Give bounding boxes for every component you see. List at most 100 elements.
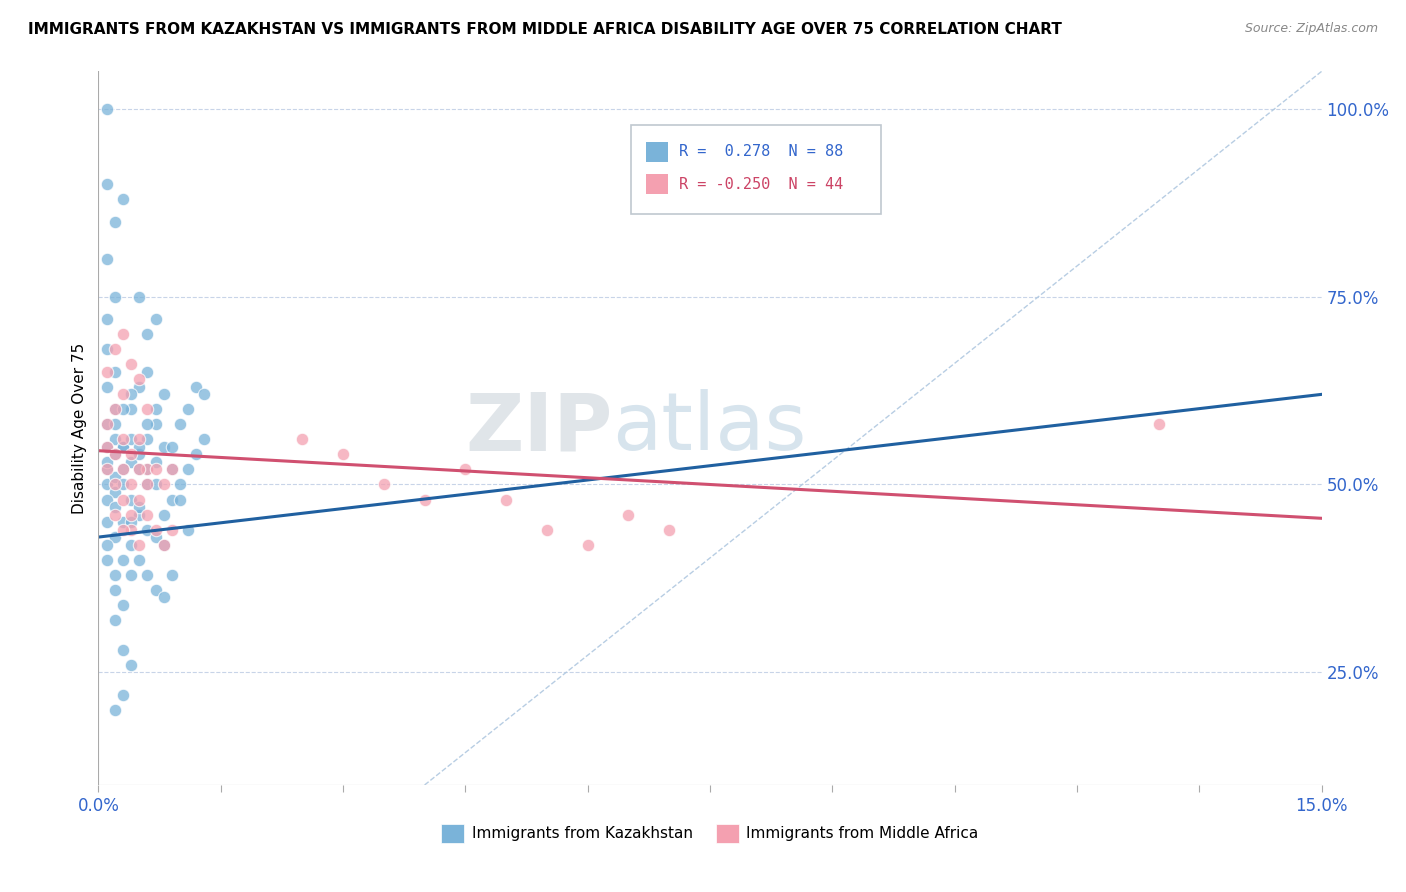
Point bbox=[169, 477, 191, 491]
FancyBboxPatch shape bbox=[647, 174, 668, 194]
Point bbox=[104, 447, 127, 461]
FancyBboxPatch shape bbox=[647, 142, 668, 162]
Point bbox=[120, 508, 142, 522]
Point bbox=[128, 380, 150, 394]
Point bbox=[96, 177, 118, 191]
Point bbox=[145, 455, 167, 469]
Point bbox=[145, 582, 167, 597]
Point bbox=[104, 290, 127, 304]
Point bbox=[454, 462, 477, 476]
FancyBboxPatch shape bbox=[630, 125, 882, 214]
Point bbox=[413, 492, 436, 507]
Point bbox=[145, 417, 167, 432]
Point bbox=[128, 552, 150, 566]
Point bbox=[104, 703, 127, 717]
Point bbox=[152, 538, 174, 552]
Point bbox=[104, 508, 127, 522]
Point bbox=[128, 538, 150, 552]
Point bbox=[332, 447, 354, 461]
Point bbox=[576, 538, 599, 552]
Point bbox=[136, 508, 159, 522]
Point bbox=[104, 214, 127, 228]
Point bbox=[104, 402, 127, 417]
Point bbox=[193, 433, 215, 447]
Point bbox=[128, 462, 150, 476]
Point bbox=[96, 343, 118, 357]
Point bbox=[104, 447, 127, 461]
Point bbox=[186, 447, 208, 461]
Point bbox=[120, 538, 142, 552]
Point bbox=[104, 470, 127, 484]
Point bbox=[111, 552, 134, 566]
Point bbox=[120, 357, 142, 371]
Point bbox=[160, 462, 183, 476]
Point bbox=[96, 440, 118, 454]
Point bbox=[160, 523, 183, 537]
Point bbox=[145, 523, 167, 537]
Point bbox=[120, 455, 142, 469]
Point bbox=[104, 613, 127, 627]
Point bbox=[128, 433, 150, 447]
Point bbox=[120, 477, 142, 491]
Point bbox=[96, 492, 118, 507]
Point bbox=[96, 477, 118, 491]
Point bbox=[111, 477, 134, 491]
Text: IMMIGRANTS FROM KAZAKHSTAN VS IMMIGRANTS FROM MIDDLE AFRICA DISABILITY AGE OVER : IMMIGRANTS FROM KAZAKHSTAN VS IMMIGRANTS… bbox=[28, 22, 1062, 37]
Point bbox=[96, 252, 118, 267]
Point bbox=[177, 402, 200, 417]
Point bbox=[111, 688, 134, 702]
Point bbox=[111, 523, 134, 537]
Point bbox=[136, 417, 159, 432]
Point bbox=[111, 462, 134, 476]
Point bbox=[111, 440, 134, 454]
Point bbox=[160, 492, 183, 507]
Point bbox=[152, 440, 174, 454]
Point bbox=[128, 500, 150, 514]
Point bbox=[96, 455, 118, 469]
Point bbox=[136, 327, 159, 342]
Point bbox=[96, 312, 118, 326]
Point bbox=[128, 372, 150, 386]
Point bbox=[111, 327, 134, 342]
Point bbox=[152, 387, 174, 401]
Point bbox=[160, 440, 183, 454]
Point bbox=[96, 417, 118, 432]
Point bbox=[128, 508, 150, 522]
Point bbox=[96, 365, 118, 379]
Point bbox=[177, 523, 200, 537]
Point bbox=[111, 402, 134, 417]
Point bbox=[104, 500, 127, 514]
Point bbox=[128, 290, 150, 304]
Point bbox=[120, 402, 142, 417]
Point bbox=[111, 642, 134, 657]
Point bbox=[111, 387, 134, 401]
Point bbox=[145, 530, 167, 544]
Point bbox=[658, 523, 681, 537]
Point bbox=[96, 440, 118, 454]
Point bbox=[111, 492, 134, 507]
Point bbox=[111, 462, 134, 476]
Point bbox=[104, 343, 127, 357]
Point bbox=[291, 433, 314, 447]
Point bbox=[96, 462, 118, 476]
Point bbox=[145, 462, 167, 476]
Point bbox=[128, 492, 150, 507]
Point bbox=[136, 365, 159, 379]
Point bbox=[120, 567, 142, 582]
Point bbox=[169, 417, 191, 432]
Text: ZIP: ZIP bbox=[465, 389, 612, 467]
Point bbox=[193, 387, 215, 401]
Point bbox=[128, 462, 150, 476]
Text: R =  0.278  N = 88: R = 0.278 N = 88 bbox=[679, 145, 844, 160]
Point bbox=[145, 477, 167, 491]
Point bbox=[160, 462, 183, 476]
Point bbox=[111, 433, 134, 447]
Point bbox=[120, 492, 142, 507]
Point bbox=[96, 417, 118, 432]
Point bbox=[136, 523, 159, 537]
Point bbox=[104, 402, 127, 417]
Point bbox=[120, 387, 142, 401]
Point bbox=[120, 515, 142, 529]
Point bbox=[120, 447, 142, 461]
Point bbox=[104, 485, 127, 500]
